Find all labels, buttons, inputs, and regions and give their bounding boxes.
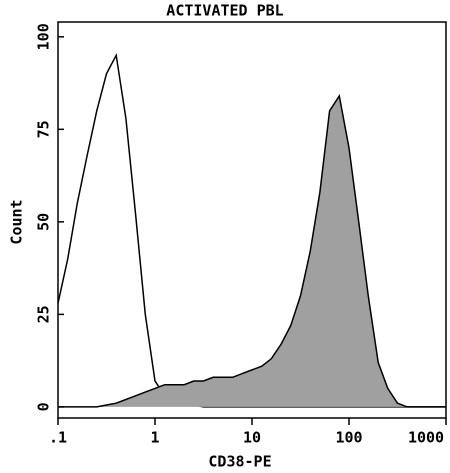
y-axis-label: Count [8,199,26,244]
plot-frame [57,21,447,419]
y-tick-label: 75 [35,120,53,138]
x-tick-label: 1 [150,429,159,447]
y-tick-label: 0 [35,402,53,411]
y-tick-label: 25 [35,305,53,323]
histogram-outline [57,52,446,408]
y-tick-label: 100 [35,23,53,50]
histogram-outline [58,94,446,408]
histogram-fill [58,96,446,407]
x-tick-label: 10 [243,429,261,447]
x-axis-label: CD38-PE [208,453,271,471]
x-tick-label: .1 [49,429,67,447]
y-tick-label: 50 [35,213,53,231]
x-tick-label: 1000 [408,429,444,447]
x-tick-label: 100 [335,429,362,447]
chart-title: ACTIVATED PBL [166,2,283,20]
